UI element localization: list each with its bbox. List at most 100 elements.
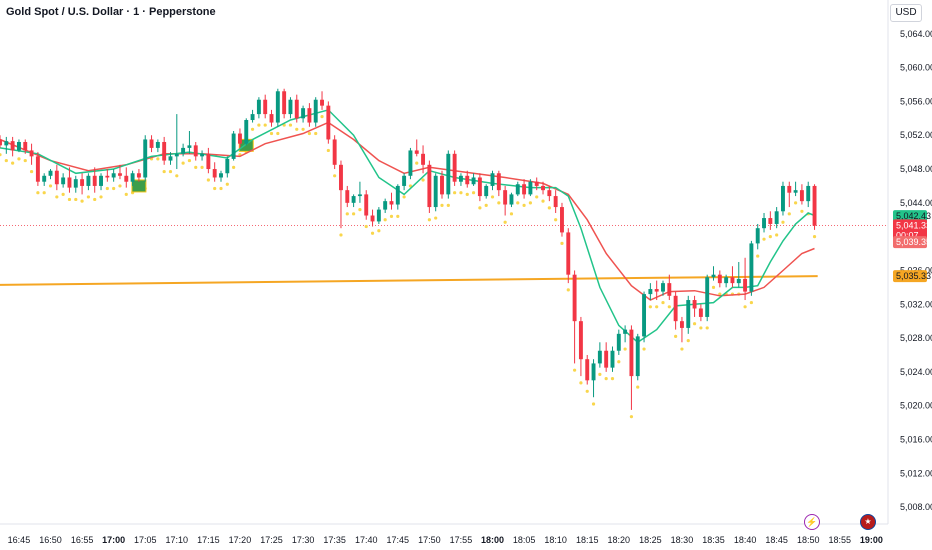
candle-body	[16, 141, 21, 151]
candle-body	[149, 139, 154, 148]
indicator-dot	[389, 214, 394, 218]
candle-body	[414, 150, 419, 154]
indicator-dot	[370, 231, 375, 235]
indicator-dot	[80, 199, 84, 203]
indicator-dot	[263, 123, 267, 127]
candle-body	[578, 321, 583, 360]
lightning-icon[interactable]: ⚡	[804, 514, 820, 530]
indicator-dot	[124, 192, 128, 196]
indicator-dot	[276, 131, 280, 136]
indicator-dot	[497, 201, 501, 205]
indicator-dot	[490, 195, 495, 199]
x-tick-label: 18:40	[734, 535, 757, 545]
x-tick-label: 18:00	[481, 535, 504, 545]
indicator-dot	[156, 157, 160, 161]
y-tick-label: 5,024.00	[900, 367, 932, 377]
indicator-dot	[692, 322, 697, 326]
indicator-dot	[642, 347, 646, 351]
candle-body	[616, 333, 621, 351]
candle-body	[395, 185, 400, 205]
x-tick-label: 17:10	[166, 535, 189, 545]
x-tick-label: 17:35	[323, 535, 346, 545]
candle-body	[452, 153, 457, 182]
indicator-dot	[711, 285, 716, 289]
indicator-dot	[629, 415, 634, 419]
indicator-dot	[768, 235, 772, 239]
x-tick-label: 18:25	[639, 535, 662, 545]
countdown-label: 00:07	[896, 230, 919, 240]
indicator-dot	[509, 212, 514, 216]
candle-body	[768, 218, 773, 224]
indicator-dot	[168, 169, 173, 174]
candle-body	[67, 177, 72, 188]
candle-body	[749, 243, 754, 292]
candle-body	[301, 108, 306, 119]
candle-body	[118, 173, 122, 176]
us-flag-icon[interactable]: ★	[860, 514, 876, 530]
candle-body	[282, 91, 287, 115]
indicator-dot	[86, 195, 90, 199]
symbol-title[interactable]: Gold Spot / U.S. Dollar · 1 · Pepperston…	[6, 6, 216, 18]
candle-body	[787, 185, 792, 193]
candle-body	[433, 175, 438, 208]
candle-body	[673, 295, 678, 322]
indicator-dot	[314, 131, 318, 136]
candle-body	[736, 278, 741, 284]
y-tick-label: 5,012.00	[900, 468, 932, 478]
candle-body	[661, 283, 665, 292]
indicator-dot	[598, 372, 602, 377]
indicator-dot	[48, 184, 53, 188]
x-tick-label: 18:20	[608, 535, 631, 545]
indicator-dot	[415, 161, 419, 165]
indicator-dot	[484, 203, 488, 207]
y-tick-label: 5,028.00	[900, 333, 932, 343]
indicator-dot	[345, 212, 349, 216]
indicator-dot	[674, 334, 678, 338]
candle-body	[541, 185, 545, 191]
candle-body	[105, 175, 110, 178]
y-tick-label: 5,064.00	[900, 29, 932, 39]
x-tick-label: 18:55	[829, 535, 852, 545]
candle-body	[288, 99, 293, 115]
currency-button[interactable]: USD	[890, 4, 922, 22]
indicator-dot	[74, 197, 78, 202]
indicator-dot	[522, 203, 526, 207]
price-tag-label: 5,041.33	[896, 220, 931, 230]
indicator-dot	[0, 153, 2, 157]
x-tick-label: 18:05	[513, 535, 536, 545]
indicator-dot	[301, 127, 305, 131]
candle-body	[263, 99, 268, 115]
indicator-dot	[528, 201, 533, 205]
indicator-dot	[339, 233, 343, 237]
candle-body	[357, 194, 362, 197]
candle-body	[610, 350, 615, 368]
x-tick-label: 17:00	[102, 535, 125, 545]
candle-body	[275, 91, 280, 123]
indicator-dot	[812, 235, 817, 239]
candle-body	[642, 294, 647, 337]
indicator-dot	[440, 203, 444, 207]
candle-body	[515, 184, 520, 195]
candle-body	[623, 329, 628, 334]
indicator-dot	[800, 209, 804, 213]
candle-body	[686, 300, 691, 328]
indicator-dot	[661, 300, 665, 305]
candle-body	[0, 139, 2, 146]
candle-body	[566, 232, 571, 275]
x-tick-label: 17:05	[134, 535, 157, 545]
candle-body	[237, 133, 242, 144]
indicator-dot	[636, 385, 640, 389]
indicator-dot	[307, 131, 311, 136]
candle-body	[730, 277, 735, 284]
indicator-dot	[566, 288, 570, 292]
indicator-dot	[288, 123, 293, 127]
y-tick-label: 5,052.00	[900, 130, 932, 140]
ema-slow-line	[0, 121, 815, 301]
candle-body	[42, 175, 47, 182]
x-tick-label: 17:25	[260, 535, 283, 545]
y-tick-label: 5,044.00	[900, 198, 932, 208]
candle-body	[80, 179, 85, 186]
candle-body	[376, 209, 381, 222]
candle-body	[635, 336, 640, 377]
